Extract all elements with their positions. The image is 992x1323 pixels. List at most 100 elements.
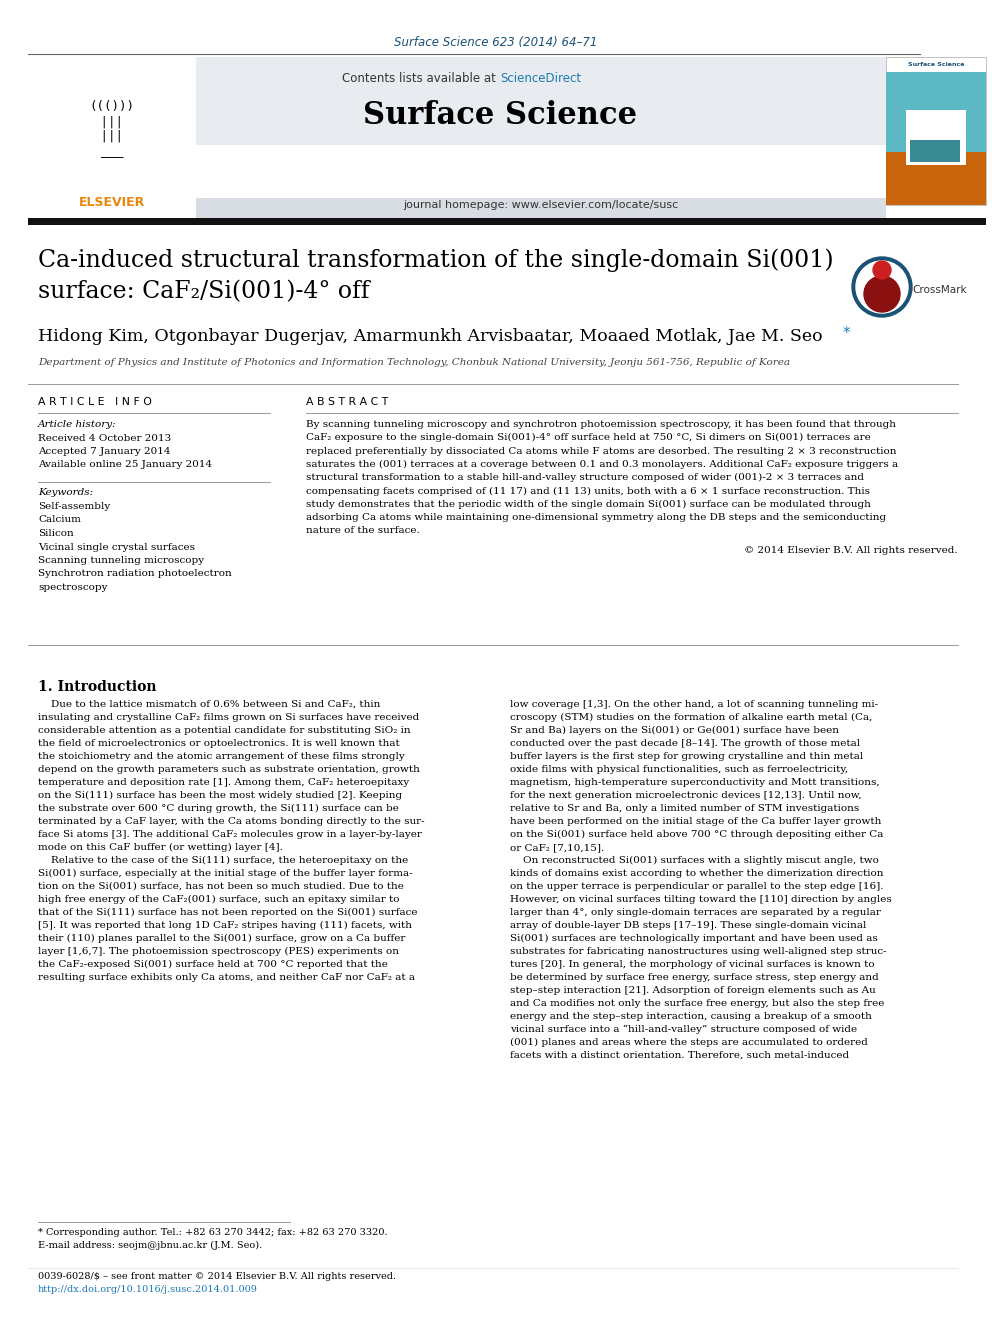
Text: oxide films with physical functionalities, such as ferroelectricity,: oxide films with physical functionalitie… (510, 765, 848, 774)
Text: Surface Science 623 (2014) 64–71: Surface Science 623 (2014) 64–71 (394, 36, 598, 49)
Text: E-mail address: seojm@jbnu.ac.kr (J.M. Seo).: E-mail address: seojm@jbnu.ac.kr (J.M. S… (38, 1241, 262, 1250)
Text: ((()))
 ||| 
 ||| 
___: ((())) ||| ||| ___ (89, 101, 135, 157)
Text: be determined by surface free energy, surface stress, step energy and: be determined by surface free energy, su… (510, 972, 879, 982)
Text: A R T I C L E   I N F O: A R T I C L E I N F O (38, 397, 152, 407)
Text: step–step interaction [21]. Adsorption of foreign elements such as Au: step–step interaction [21]. Adsorption o… (510, 986, 876, 995)
Text: or CaF₂ [7,10,15].: or CaF₂ [7,10,15]. (510, 843, 604, 852)
Text: magnetism, high-temperature superconductivity and Mott transitions,: magnetism, high-temperature superconduct… (510, 778, 880, 787)
Circle shape (864, 277, 900, 312)
Text: Contents lists available at: Contents lists available at (342, 71, 500, 85)
Text: tion on the Si(001) surface, has not been so much studied. Due to the: tion on the Si(001) surface, has not bee… (38, 882, 404, 890)
Text: Si(001) surfaces are technologically important and have been used as: Si(001) surfaces are technologically imp… (510, 934, 878, 943)
Text: journal homepage: www.elsevier.com/locate/susc: journal homepage: www.elsevier.com/locat… (404, 200, 679, 210)
Text: Available online 25 January 2014: Available online 25 January 2014 (38, 460, 212, 468)
Text: Department of Physics and Institute of Photonics and Information Technology, Cho: Department of Physics and Institute of P… (38, 359, 790, 366)
Text: (001) planes and areas where the steps are accumulated to ordered: (001) planes and areas where the steps a… (510, 1039, 868, 1046)
Text: *: * (843, 325, 850, 341)
Text: relative to Sr and Ba, only a limited number of STM investigations: relative to Sr and Ba, only a limited nu… (510, 804, 859, 814)
Text: high free energy of the CaF₂(001) surface, such an epitaxy similar to: high free energy of the CaF₂(001) surfac… (38, 894, 400, 904)
Text: vicinal surface into a “hill-and-valley” structure composed of wide: vicinal surface into a “hill-and-valley”… (510, 1025, 857, 1035)
Text: Received 4 October 2013: Received 4 October 2013 (38, 434, 172, 443)
Text: array of double-layer DB steps [17–19]. These single-domain vicinal: array of double-layer DB steps [17–19]. … (510, 921, 866, 930)
Text: the stoichiometry and the atomic arrangement of these films strongly: the stoichiometry and the atomic arrange… (38, 751, 405, 761)
Circle shape (856, 261, 908, 314)
Text: larger than 4°, only single-domain terraces are separated by a regular: larger than 4°, only single-domain terra… (510, 908, 881, 917)
Text: CaF₂ exposure to the single-domain Si(001)-4° off surface held at 750 °C, Si dim: CaF₂ exposure to the single-domain Si(00… (306, 434, 871, 442)
Text: have been performed on the initial stage of the Ca buffer layer growth: have been performed on the initial stage… (510, 818, 881, 826)
Text: their (110) planes parallel to the Si(001) surface, grow on a Ca buffer: their (110) planes parallel to the Si(00… (38, 934, 406, 943)
Text: © 2014 Elsevier B.V. All rights reserved.: © 2014 Elsevier B.V. All rights reserved… (744, 545, 958, 554)
Text: croscopy (STM) studies on the formation of alkaline earth metal (Ca,: croscopy (STM) studies on the formation … (510, 713, 872, 722)
Text: Hidong Kim, Otgonbayar Dugerjav, Amarmunkh Arvisbaatar, Moaaed Motlak, Jae M. Se: Hidong Kim, Otgonbayar Dugerjav, Amarmun… (38, 328, 822, 345)
Text: CrossMark: CrossMark (912, 284, 966, 295)
Text: on the Si(001) surface held above 700 °C through depositing either Ca: on the Si(001) surface held above 700 °C… (510, 830, 883, 839)
Text: Ca-induced structural transformation of the single-domain Si(001): Ca-induced structural transformation of … (38, 247, 833, 271)
Text: study demonstrates that the periodic width of the single domain Si(001) surface : study demonstrates that the periodic wid… (306, 500, 871, 509)
Text: Self-assembly: Self-assembly (38, 501, 110, 511)
Text: [5]. It was reported that long 1D CaF₂ stripes having (111) facets, with: [5]. It was reported that long 1D CaF₂ s… (38, 921, 412, 930)
Text: face Si atoms [3]. The additional CaF₂ molecules grow in a layer-by-layer: face Si atoms [3]. The additional CaF₂ m… (38, 830, 422, 839)
Text: tures [20]. In general, the morphology of vicinal surfaces is known to: tures [20]. In general, the morphology o… (510, 960, 875, 968)
Bar (886, 57, 986, 205)
Text: * Corresponding author. Tel.: +82 63 270 3442; fax: +82 63 270 3320.: * Corresponding author. Tel.: +82 63 270… (38, 1228, 388, 1237)
Text: temperature and deposition rate [1]. Among them, CaF₂ heteroepitaxy: temperature and deposition rate [1]. Amo… (38, 778, 410, 787)
Bar (196, 198, 886, 218)
Text: considerable attention as a potential candidate for substituting SiO₂ in: considerable attention as a potential ca… (38, 726, 411, 736)
Text: Si(001) surface, especially at the initial stage of the buffer layer forma-: Si(001) surface, especially at the initi… (38, 869, 413, 878)
Text: substrates for fabricating nanostructures using well-aligned step struc-: substrates for fabricating nanostructure… (510, 947, 887, 957)
Bar (886, 71, 986, 152)
Text: Due to the lattice mismatch of 0.6% between Si and CaF₂, thin: Due to the lattice mismatch of 0.6% betw… (38, 700, 380, 709)
Bar (886, 152, 986, 205)
Text: ELSEVIER: ELSEVIER (79, 196, 145, 209)
Text: Silicon: Silicon (38, 529, 73, 538)
Circle shape (852, 257, 912, 318)
Text: Relative to the case of the Si(111) surface, the heteroepitaxy on the: Relative to the case of the Si(111) surf… (38, 856, 409, 865)
Text: On reconstructed Si(001) surfaces with a slightly miscut angle, two: On reconstructed Si(001) surfaces with a… (510, 856, 879, 865)
Text: nature of the surface.: nature of the surface. (306, 527, 420, 536)
Text: Scanning tunneling microscopy: Scanning tunneling microscopy (38, 556, 204, 565)
Text: kinds of domains exist according to whether the dimerization direction: kinds of domains exist according to whet… (510, 869, 884, 878)
Text: layer [1,6,7]. The photoemission spectroscopy (PES) experiments on: layer [1,6,7]. The photoemission spectro… (38, 947, 399, 957)
Text: depend on the growth parameters such as substrate orientation, growth: depend on the growth parameters such as … (38, 765, 420, 774)
Text: replaced preferentially by dissociated Ca atoms while F atoms are desorbed. The : replaced preferentially by dissociated C… (306, 447, 897, 455)
Text: surface: CaF₂/Si(001)-4° off: surface: CaF₂/Si(001)-4° off (38, 280, 369, 303)
Text: low coverage [1,3]. On the other hand, a lot of scanning tunneling mi-: low coverage [1,3]. On the other hand, a… (510, 700, 878, 709)
Text: Article history:: Article history: (38, 419, 117, 429)
Text: Accepted 7 January 2014: Accepted 7 January 2014 (38, 447, 171, 456)
Text: By scanning tunneling microscopy and synchrotron photoemission spectroscopy, it : By scanning tunneling microscopy and syn… (306, 419, 896, 429)
Bar (906, 110, 966, 165)
Text: buffer layers is the first step for growing crystalline and thin metal: buffer layers is the first step for grow… (510, 751, 863, 761)
Text: 0039-6028/$ – see front matter © 2014 Elsevier B.V. All rights reserved.: 0039-6028/$ – see front matter © 2014 El… (38, 1271, 396, 1281)
Text: adsorbing Ca atoms while maintaining one-dimensional symmetry along the DB steps: adsorbing Ca atoms while maintaining one… (306, 513, 886, 523)
Text: Keywords:: Keywords: (38, 488, 93, 497)
Text: Surface Science: Surface Science (363, 101, 637, 131)
Text: Calcium: Calcium (38, 516, 81, 524)
Text: ScienceDirect: ScienceDirect (500, 71, 581, 85)
Text: Surface Science: Surface Science (908, 62, 964, 67)
Text: facets with a distinct orientation. Therefore, such metal-induced: facets with a distinct orientation. Ther… (510, 1050, 849, 1060)
Text: energy and the step–step interaction, causing a breakup of a smooth: energy and the step–step interaction, ca… (510, 1012, 872, 1021)
Text: http://dx.doi.org/10.1016/j.susc.2014.01.009: http://dx.doi.org/10.1016/j.susc.2014.01… (38, 1285, 258, 1294)
Circle shape (873, 261, 891, 279)
Bar (28, 218, 986, 225)
Text: terminated by a CaF layer, with the Ca atoms bonding directly to the sur-: terminated by a CaF layer, with the Ca a… (38, 818, 425, 826)
Text: the CaF₂-exposed Si(001) surface held at 700 °C reported that the: the CaF₂-exposed Si(001) surface held at… (38, 960, 388, 970)
Text: on the Si(111) surface has been the most widely studied [2]. Keeping: on the Si(111) surface has been the most… (38, 791, 402, 800)
Text: Synchrotron radiation photoelectron: Synchrotron radiation photoelectron (38, 569, 232, 578)
Text: saturates the (001) terraces at a coverage between 0.1 and 0.3 monolayers. Addit: saturates the (001) terraces at a covera… (306, 460, 898, 470)
Text: and Ca modifies not only the surface free energy, but also the step free: and Ca modifies not only the surface fre… (510, 999, 885, 1008)
Text: on the upper terrace is perpendicular or parallel to the step edge [16].: on the upper terrace is perpendicular or… (510, 882, 884, 890)
Text: However, on vicinal surfaces tilting toward the [110] direction by angles: However, on vicinal surfaces tilting tow… (510, 894, 892, 904)
Text: for the next generation microelectronic devices [12,13]. Until now,: for the next generation microelectronic … (510, 791, 862, 800)
Bar (28, 57, 886, 146)
Text: mode on this CaF buffer (or wetting) layer [4].: mode on this CaF buffer (or wetting) lay… (38, 843, 283, 852)
Bar (910, 140, 960, 161)
Text: structural transformation to a stable hill-and-valley structure composed of wide: structural transformation to a stable hi… (306, 474, 864, 483)
Text: the field of microelectronics or optoelectronics. It is well known that: the field of microelectronics or optoele… (38, 740, 400, 747)
Text: the substrate over 600 °C during growth, the Si(111) surface can be: the substrate over 600 °C during growth,… (38, 804, 399, 814)
Bar (28, 57, 196, 205)
Text: Sr and Ba) layers on the Si(001) or Ge(001) surface have been: Sr and Ba) layers on the Si(001) or Ge(0… (510, 726, 839, 736)
Text: insulating and crystalline CaF₂ films grown on Si surfaces have received: insulating and crystalline CaF₂ films gr… (38, 713, 420, 722)
Text: 1. Introduction: 1. Introduction (38, 680, 157, 695)
Text: Vicinal single crystal surfaces: Vicinal single crystal surfaces (38, 542, 195, 552)
